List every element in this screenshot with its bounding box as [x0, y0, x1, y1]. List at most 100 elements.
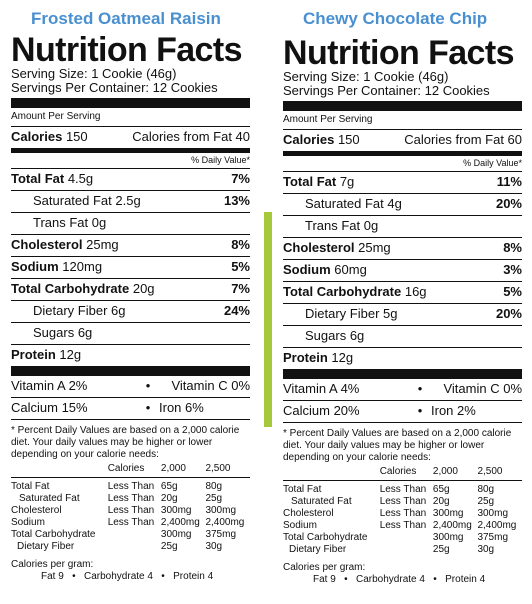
table-cell: 2,400mg	[432, 520, 472, 531]
table-cell: Total Fat	[11, 477, 108, 493]
table-cell: Total Fat	[283, 480, 380, 496]
table-cell: Less Than	[107, 505, 155, 516]
bullet: •	[417, 403, 423, 418]
table-cell: 25g	[477, 496, 495, 507]
nutrition-label-right: Nutrition Facts Serving Size: 1 Cookie (…	[283, 36, 522, 586]
vitamin-row: Vitamin A 4% • Vitamin C 0%	[283, 379, 522, 400]
nutrient-amount: 6g	[349, 328, 365, 343]
table-cell: Sodium	[11, 517, 45, 528]
nutrient-amount: 0g	[363, 218, 379, 233]
nutrient-dv: 11%	[496, 174, 522, 189]
table-cell: Less Than	[107, 493, 155, 504]
table-cell: Less Than	[107, 517, 155, 528]
nutrient-row: Trans Fat 0g	[283, 215, 522, 237]
facts-heading: Nutrition Facts	[283, 34, 515, 72]
table-cell: Cholesterol	[11, 505, 62, 516]
amount-per-serving: Amount Per Serving	[11, 111, 101, 122]
thick-divider	[11, 98, 250, 108]
nutrient-name: Sodium	[11, 259, 59, 274]
table-cell: 300mg	[432, 532, 464, 543]
nutrient-row: Saturated Fat 2.5g 13%	[11, 190, 250, 212]
nutrient-row: Total Carbohydrate 16g 5%	[283, 281, 522, 303]
cpg-protein: Protein 4	[173, 571, 214, 582]
nutrient-amount: 6g	[77, 325, 93, 340]
vitamin-right: Vitamin C 0%	[171, 378, 250, 393]
nutrient-row: Trans Fat 0g	[11, 212, 250, 234]
nutrient-name: Trans Fat	[305, 218, 361, 233]
table-cell: 2,400mg	[477, 520, 517, 531]
vitamin-left: Vitamin A 2%	[11, 378, 88, 393]
thick-divider	[283, 369, 522, 379]
calories-label: Calories	[11, 129, 63, 144]
servings-per-container: Servings Per Container: 12 Cookies	[11, 80, 218, 95]
nutrient-amount: 4.5g	[67, 171, 94, 186]
table-cell: 2,400mg	[160, 517, 200, 528]
table-cell: 2,400mg	[205, 517, 245, 528]
nutrient-name: Total Fat	[283, 174, 337, 189]
calories-per-gram-title: Calories per gram:	[283, 562, 366, 573]
table-cell: Dietary Fiber	[17, 541, 75, 552]
daily-value-header: % Daily Value*	[191, 155, 250, 165]
nutrient-row: Sodium 120mg 5%	[11, 256, 250, 278]
table-cell: Sodium	[283, 520, 317, 531]
thin-divider	[283, 422, 522, 423]
vitamin-right: Vitamin C 0%	[443, 381, 522, 396]
product-title-right: Chewy Chocolate Chip	[303, 9, 488, 28]
table-cell: 25g	[160, 541, 178, 552]
table-cell: Dietary Fiber	[289, 544, 347, 555]
nutrient-name: Total Carbohydrate	[283, 284, 402, 299]
nutrient-dv: 20%	[495, 306, 522, 321]
nutrient-name: Saturated Fat	[305, 196, 384, 211]
calories-from-fat: Calories from Fat 40	[132, 129, 250, 144]
table-cell: 25g	[432, 544, 450, 555]
nutrient-amount: 20g	[132, 281, 155, 296]
facts-heading: Nutrition Facts	[11, 31, 243, 69]
nutrient-amount: 16g	[404, 284, 427, 299]
nutrient-name: Sodium	[283, 262, 331, 277]
nutrient-row: Protein 12g	[283, 347, 522, 369]
nutrient-row: Sodium 60mg 3%	[283, 259, 522, 281]
table-cell: 300mg	[205, 505, 237, 516]
nutrient-amount: 120mg	[62, 259, 103, 274]
table-cell: Less Than	[107, 477, 161, 493]
nutrient-amount: 6g	[111, 303, 126, 318]
nutrient-name: Total Carbohydrate	[11, 281, 130, 296]
nutrient-row: Saturated Fat 4g 20%	[283, 193, 522, 215]
table-cell: Saturated Fat	[291, 496, 352, 507]
table-header: Calories	[107, 463, 145, 474]
vitamin-row: Calcium 20% • Iron 2%	[283, 400, 522, 422]
calories-row: Calories 150 Calories from Fat 40	[11, 126, 250, 148]
vitamin-left: Vitamin A 4%	[283, 381, 360, 396]
table-cell	[108, 529, 161, 541]
thick-divider	[283, 101, 522, 111]
bullet: •	[433, 574, 437, 585]
table-header: 2,000	[432, 466, 458, 477]
table-cell: 375mg	[477, 532, 509, 543]
footnote-table: Calories 2,000 2,500 Total Fat Less Than…	[11, 463, 250, 553]
calories-per-gram: Fat 9 • Carbohydrate 4 • Protein 4	[11, 571, 250, 583]
table-cell: 65g	[432, 480, 478, 496]
medium-divider	[11, 148, 250, 153]
calories-value: 150	[65, 129, 88, 144]
nutrient-dv: 7%	[231, 281, 250, 296]
nutrient-row: Dietary Fiber 6g 24%	[11, 300, 250, 322]
nutrient-amount: 25mg	[358, 240, 391, 255]
vitamin-right: Iron 6%	[159, 400, 204, 415]
footnote: * Percent Daily Values are based on a 2,…	[283, 428, 512, 463]
nutrient-row: Sugars 6g	[283, 325, 522, 347]
nutrient-amount: 7g	[339, 174, 355, 189]
table-cell: 375mg	[205, 529, 237, 540]
nutrient-name: Dietary Fiber	[305, 306, 380, 321]
table-header: 2,000	[160, 463, 186, 474]
green-divider	[264, 212, 272, 427]
table-cell: Total Carbohydrate	[11, 529, 96, 540]
nutrient-dv: 20%	[495, 196, 522, 211]
cpg-protein: Protein 4	[445, 574, 486, 585]
nutrient-name: Trans Fat	[33, 215, 89, 230]
nutrient-name: Protein	[283, 350, 328, 365]
bullet: •	[72, 571, 76, 582]
vitamin-row: Vitamin A 2% • Vitamin C 0%	[11, 376, 250, 397]
table-header: 2,500	[205, 463, 231, 474]
nutrient-amount: 12g	[331, 350, 354, 365]
nutrient-name: Saturated Fat	[33, 193, 112, 208]
